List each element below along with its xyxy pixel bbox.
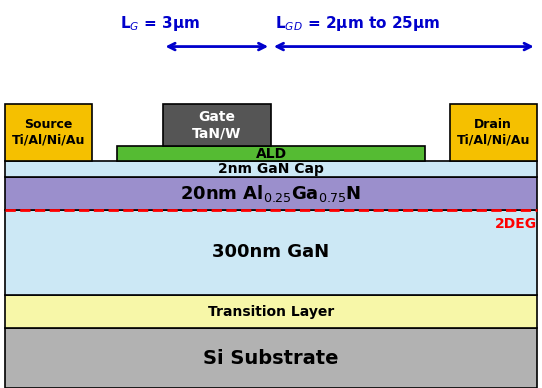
Text: Transition Layer: Transition Layer [208,305,334,319]
Bar [5,210,537,295]
Bar [5,328,537,388]
Bar [5,104,92,161]
Bar [117,146,425,161]
Text: Source
Ti/Al/Ni/Au: Source Ti/Al/Ni/Au [12,118,86,146]
Text: 20nm Al$_{0.25}$Ga$_{0.75}$N: 20nm Al$_{0.25}$Ga$_{0.75}$N [180,183,362,204]
Bar [450,104,537,161]
Text: Gate
TaN/W: Gate TaN/W [192,110,242,140]
Text: 2DEG: 2DEG [494,217,537,230]
Text: 300nm GaN: 300nm GaN [212,243,330,261]
Text: Drain
Ti/Al/Ni/Au: Drain Ti/Al/Ni/Au [456,118,530,146]
Text: 2nm GaN Cap: 2nm GaN Cap [218,162,324,176]
Bar [163,104,271,146]
Bar [5,177,537,210]
Text: Si Substrate: Si Substrate [203,349,339,367]
Text: L$_G$ = 3μm: L$_G$ = 3μm [120,14,200,33]
Bar [5,295,537,328]
Bar [5,161,537,177]
Text: ALD: ALD [255,147,287,161]
Text: L$_{GD}$ = 2μm to 25μm: L$_{GD}$ = 2μm to 25μm [275,14,441,33]
